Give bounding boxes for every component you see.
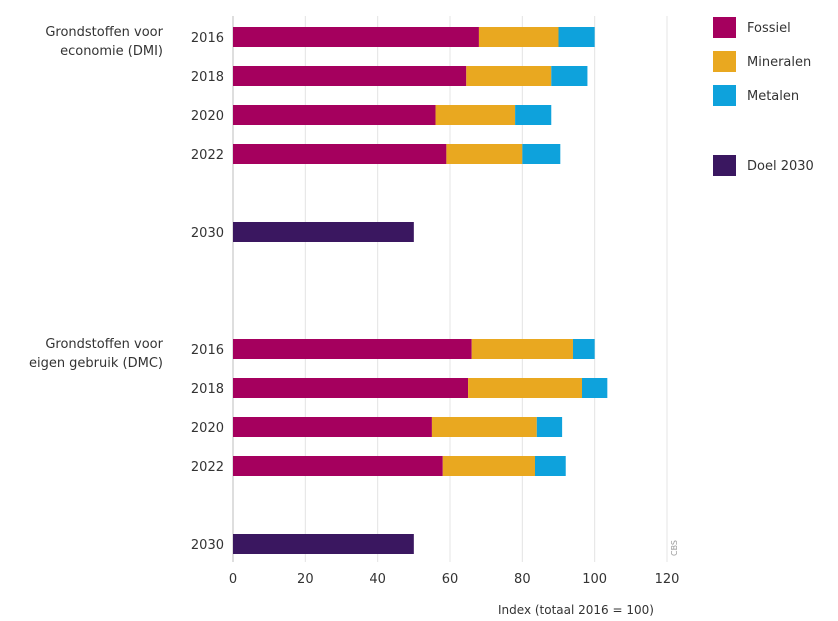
legend-swatch	[713, 155, 736, 176]
legend-swatch	[713, 85, 736, 106]
bar-segment-metalen	[534, 456, 566, 476]
bar-segment-mineralen	[446, 144, 523, 164]
year-label: 2016	[191, 31, 224, 46]
source-label: CBS	[670, 540, 679, 556]
group-label-line: Grondstoffen voor	[45, 25, 163, 40]
x-tick-label: 20	[297, 572, 314, 587]
bar-segment-mineralen	[471, 339, 573, 359]
x-tick-label: 0	[229, 572, 237, 587]
label-layer: Grondstoffen voor economie (DMI) 2016 2018 2…	[29, 25, 224, 553]
bar-segment-mineralen	[466, 66, 552, 86]
x-axis: 0 20 40 60 80 100 120	[229, 572, 680, 587]
year-label: 2016	[191, 343, 224, 358]
group-label-line: eigen gebruik (DMC)	[29, 356, 163, 371]
year-label: 2020	[191, 109, 224, 124]
bar-layer	[233, 27, 608, 554]
x-axis-title: Index (totaal 2016 = 100)	[498, 603, 654, 617]
legend-label: Fossiel	[747, 21, 791, 36]
bar-segment-fossiel	[233, 66, 467, 86]
bar-segment-metalen	[582, 378, 608, 398]
year-label: 2018	[191, 382, 224, 397]
bar-segment-mineralen	[478, 27, 559, 47]
bar-segment-metalen	[536, 417, 563, 437]
bar-segment-metalen	[558, 27, 595, 47]
bar-segment-fossiel	[233, 378, 469, 398]
x-tick-label: 60	[442, 572, 459, 587]
legend: Fossiel Mineralen Metalen Doel 2030	[713, 17, 814, 176]
year-label: 2018	[191, 70, 224, 85]
bar-segment-metalen	[572, 339, 595, 359]
legend-swatch	[713, 51, 736, 72]
year-label: 2022	[191, 460, 224, 475]
bar-segment-fossiel	[233, 456, 443, 476]
group-label: Grondstoffen voor eigen gebruik (DMC)	[29, 337, 164, 371]
legend-label: Mineralen	[747, 55, 811, 70]
bar-segment-mineralen	[442, 456, 535, 476]
bar-segment-metalen	[515, 105, 552, 125]
bar-segment-doel-2030	[233, 534, 414, 554]
legend-label: Doel 2030	[747, 159, 814, 174]
bar-segment-fossiel	[233, 105, 436, 125]
bar-segment-metalen	[551, 66, 588, 86]
x-tick-label: 80	[514, 572, 531, 587]
bar-segment-fossiel	[233, 339, 472, 359]
year-label: 2020	[191, 421, 224, 436]
bar-segment-fossiel	[233, 144, 447, 164]
legend-swatch	[713, 17, 736, 38]
bar-segment-mineralen	[431, 417, 537, 437]
bar-segment-fossiel	[233, 27, 479, 47]
legend-label: Metalen	[747, 89, 799, 104]
bar-segment-doel-2030	[233, 222, 414, 242]
x-tick-label: 120	[655, 572, 680, 587]
bar-segment-metalen	[522, 144, 561, 164]
group-label-line: Grondstoffen voor	[45, 337, 163, 352]
group-label-line: economie (DMI)	[60, 44, 163, 59]
bar-segment-mineralen	[468, 378, 583, 398]
bar-segment-mineralen	[435, 105, 516, 125]
bar-segment-fossiel	[233, 417, 432, 437]
x-tick-label: 100	[582, 572, 607, 587]
x-tick-label: 40	[369, 572, 386, 587]
year-label: 2030	[191, 226, 224, 241]
year-label: 2030	[191, 538, 224, 553]
year-label: 2022	[191, 148, 224, 163]
group-label: Grondstoffen voor economie (DMI)	[45, 25, 163, 59]
grid-layer	[232, 16, 668, 562]
